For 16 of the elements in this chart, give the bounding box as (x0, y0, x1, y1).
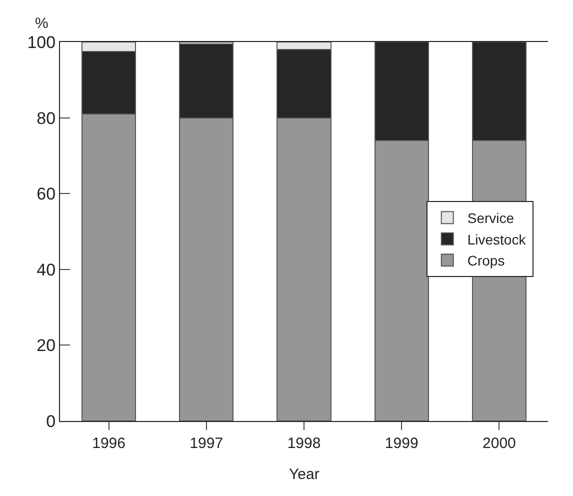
y-tick-label: 0 (46, 412, 56, 431)
legend-label: Crops (467, 252, 505, 269)
x-tick-label: 1997 (190, 435, 224, 452)
y-tick-label: 60 (36, 184, 56, 204)
x-axis-title: Year (289, 466, 320, 483)
x-tick-label: 1998 (287, 435, 321, 452)
y-tick-label: 80 (36, 108, 56, 128)
y-tick-label: 100 (27, 32, 56, 52)
y-axis-title: % (35, 15, 48, 32)
x-tick-label: 2000 (482, 435, 516, 452)
legend-label: Livestock (467, 231, 527, 248)
y-tick-label: 20 (36, 336, 56, 356)
y-tick-label: 40 (36, 260, 56, 280)
x-tick-label: 1999 (384, 435, 418, 452)
x-tick-label: 1996 (92, 435, 126, 452)
legend-label: Service (467, 210, 514, 226)
